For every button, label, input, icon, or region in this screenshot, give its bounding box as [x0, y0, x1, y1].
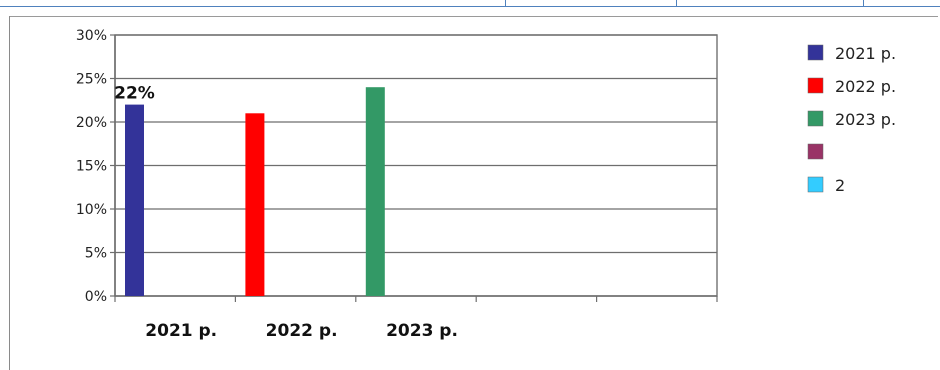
y-tick-label: 10% [76, 202, 107, 218]
bar[interactable] [365, 87, 385, 296]
y-tick-label: 20% [76, 115, 107, 131]
column-separator [505, 0, 506, 6]
column-separator [676, 0, 677, 6]
legend-swatch [807, 44, 824, 61]
y-tick-label: 5% [85, 246, 107, 262]
legend-swatch [807, 176, 824, 193]
x-tick-label: 2022 р. [266, 321, 338, 341]
column-separator [863, 0, 864, 6]
spreadsheet-top-strip [0, 0, 940, 7]
legend-label: 2 [835, 176, 845, 195]
legend-swatch [807, 143, 824, 160]
y-tick-label: 30% [76, 28, 107, 44]
legend-label: 2021 р. [835, 44, 896, 63]
bar[interactable] [245, 113, 265, 296]
bar[interactable] [125, 104, 144, 296]
legend-swatch [807, 110, 824, 127]
data-label: 22% [114, 84, 155, 104]
x-tick-label: 2023 р. [386, 321, 458, 341]
y-tick-label: 25% [76, 72, 107, 88]
y-tick-label: 15% [76, 159, 107, 175]
legend-label: 2023 р. [835, 110, 896, 129]
legend-label: 2022 р. [835, 77, 896, 96]
legend-swatch [807, 77, 824, 94]
chart-left-border [9, 16, 10, 370]
chart-area[interactable] [9, 16, 938, 366]
x-tick-label: 2021 р. [145, 321, 217, 341]
y-tick-label: 0% [85, 289, 107, 305]
